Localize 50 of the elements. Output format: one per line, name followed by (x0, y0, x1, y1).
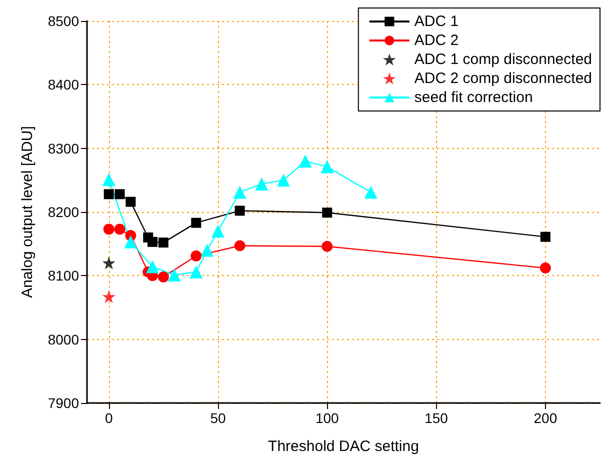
y-tick-label: 8400 (48, 76, 80, 93)
x-tick-label: 150 (424, 410, 448, 426)
point (234, 240, 246, 252)
point (540, 232, 550, 242)
x-tick-label: 0 (104, 410, 113, 426)
point (114, 189, 125, 200)
point (322, 208, 332, 218)
legend-label: ADC 2 (414, 32, 459, 49)
point (147, 236, 158, 247)
x-tick-label: 100 (315, 410, 340, 426)
point (158, 271, 169, 282)
point (114, 224, 126, 235)
point (191, 218, 202, 228)
point (102, 256, 116, 270)
point (211, 224, 224, 238)
point (320, 160, 334, 174)
point (322, 240, 333, 252)
point (168, 268, 181, 282)
point (146, 260, 159, 274)
x-axis-title: Threshold DAC setting (268, 438, 419, 455)
point (200, 244, 214, 257)
point (255, 177, 268, 190)
point (126, 196, 136, 207)
point (190, 265, 203, 278)
y-tick-label: 8500 (48, 13, 80, 29)
point (103, 224, 114, 235)
legend-label: seed fit correction (414, 89, 533, 106)
point (540, 262, 551, 274)
point (364, 186, 378, 199)
y-tick-label: 8000 (48, 331, 80, 348)
x-tick-label: 200 (534, 410, 558, 426)
point (190, 250, 202, 262)
point (102, 290, 116, 304)
x-tick-label: 50 (210, 410, 226, 426)
y-tick-label: 8200 (48, 204, 80, 220)
point (104, 189, 114, 200)
legend-label: ADC 2 comp disconnected (414, 70, 592, 87)
legend-label: ADC 1 comp disconnected (414, 51, 592, 68)
point (102, 173, 116, 186)
legend-label: ADC 1 (414, 13, 459, 30)
point (276, 174, 290, 187)
y-axis-title: Analog output level [ADU] (19, 126, 36, 298)
point (233, 186, 246, 199)
point (298, 154, 312, 168)
y-tick-label: 8100 (48, 268, 80, 284)
point (158, 238, 168, 248)
y-tick-label: 7900 (48, 395, 80, 411)
point (234, 206, 245, 216)
y-tick-label: 8300 (48, 140, 80, 156)
point (124, 235, 138, 248)
